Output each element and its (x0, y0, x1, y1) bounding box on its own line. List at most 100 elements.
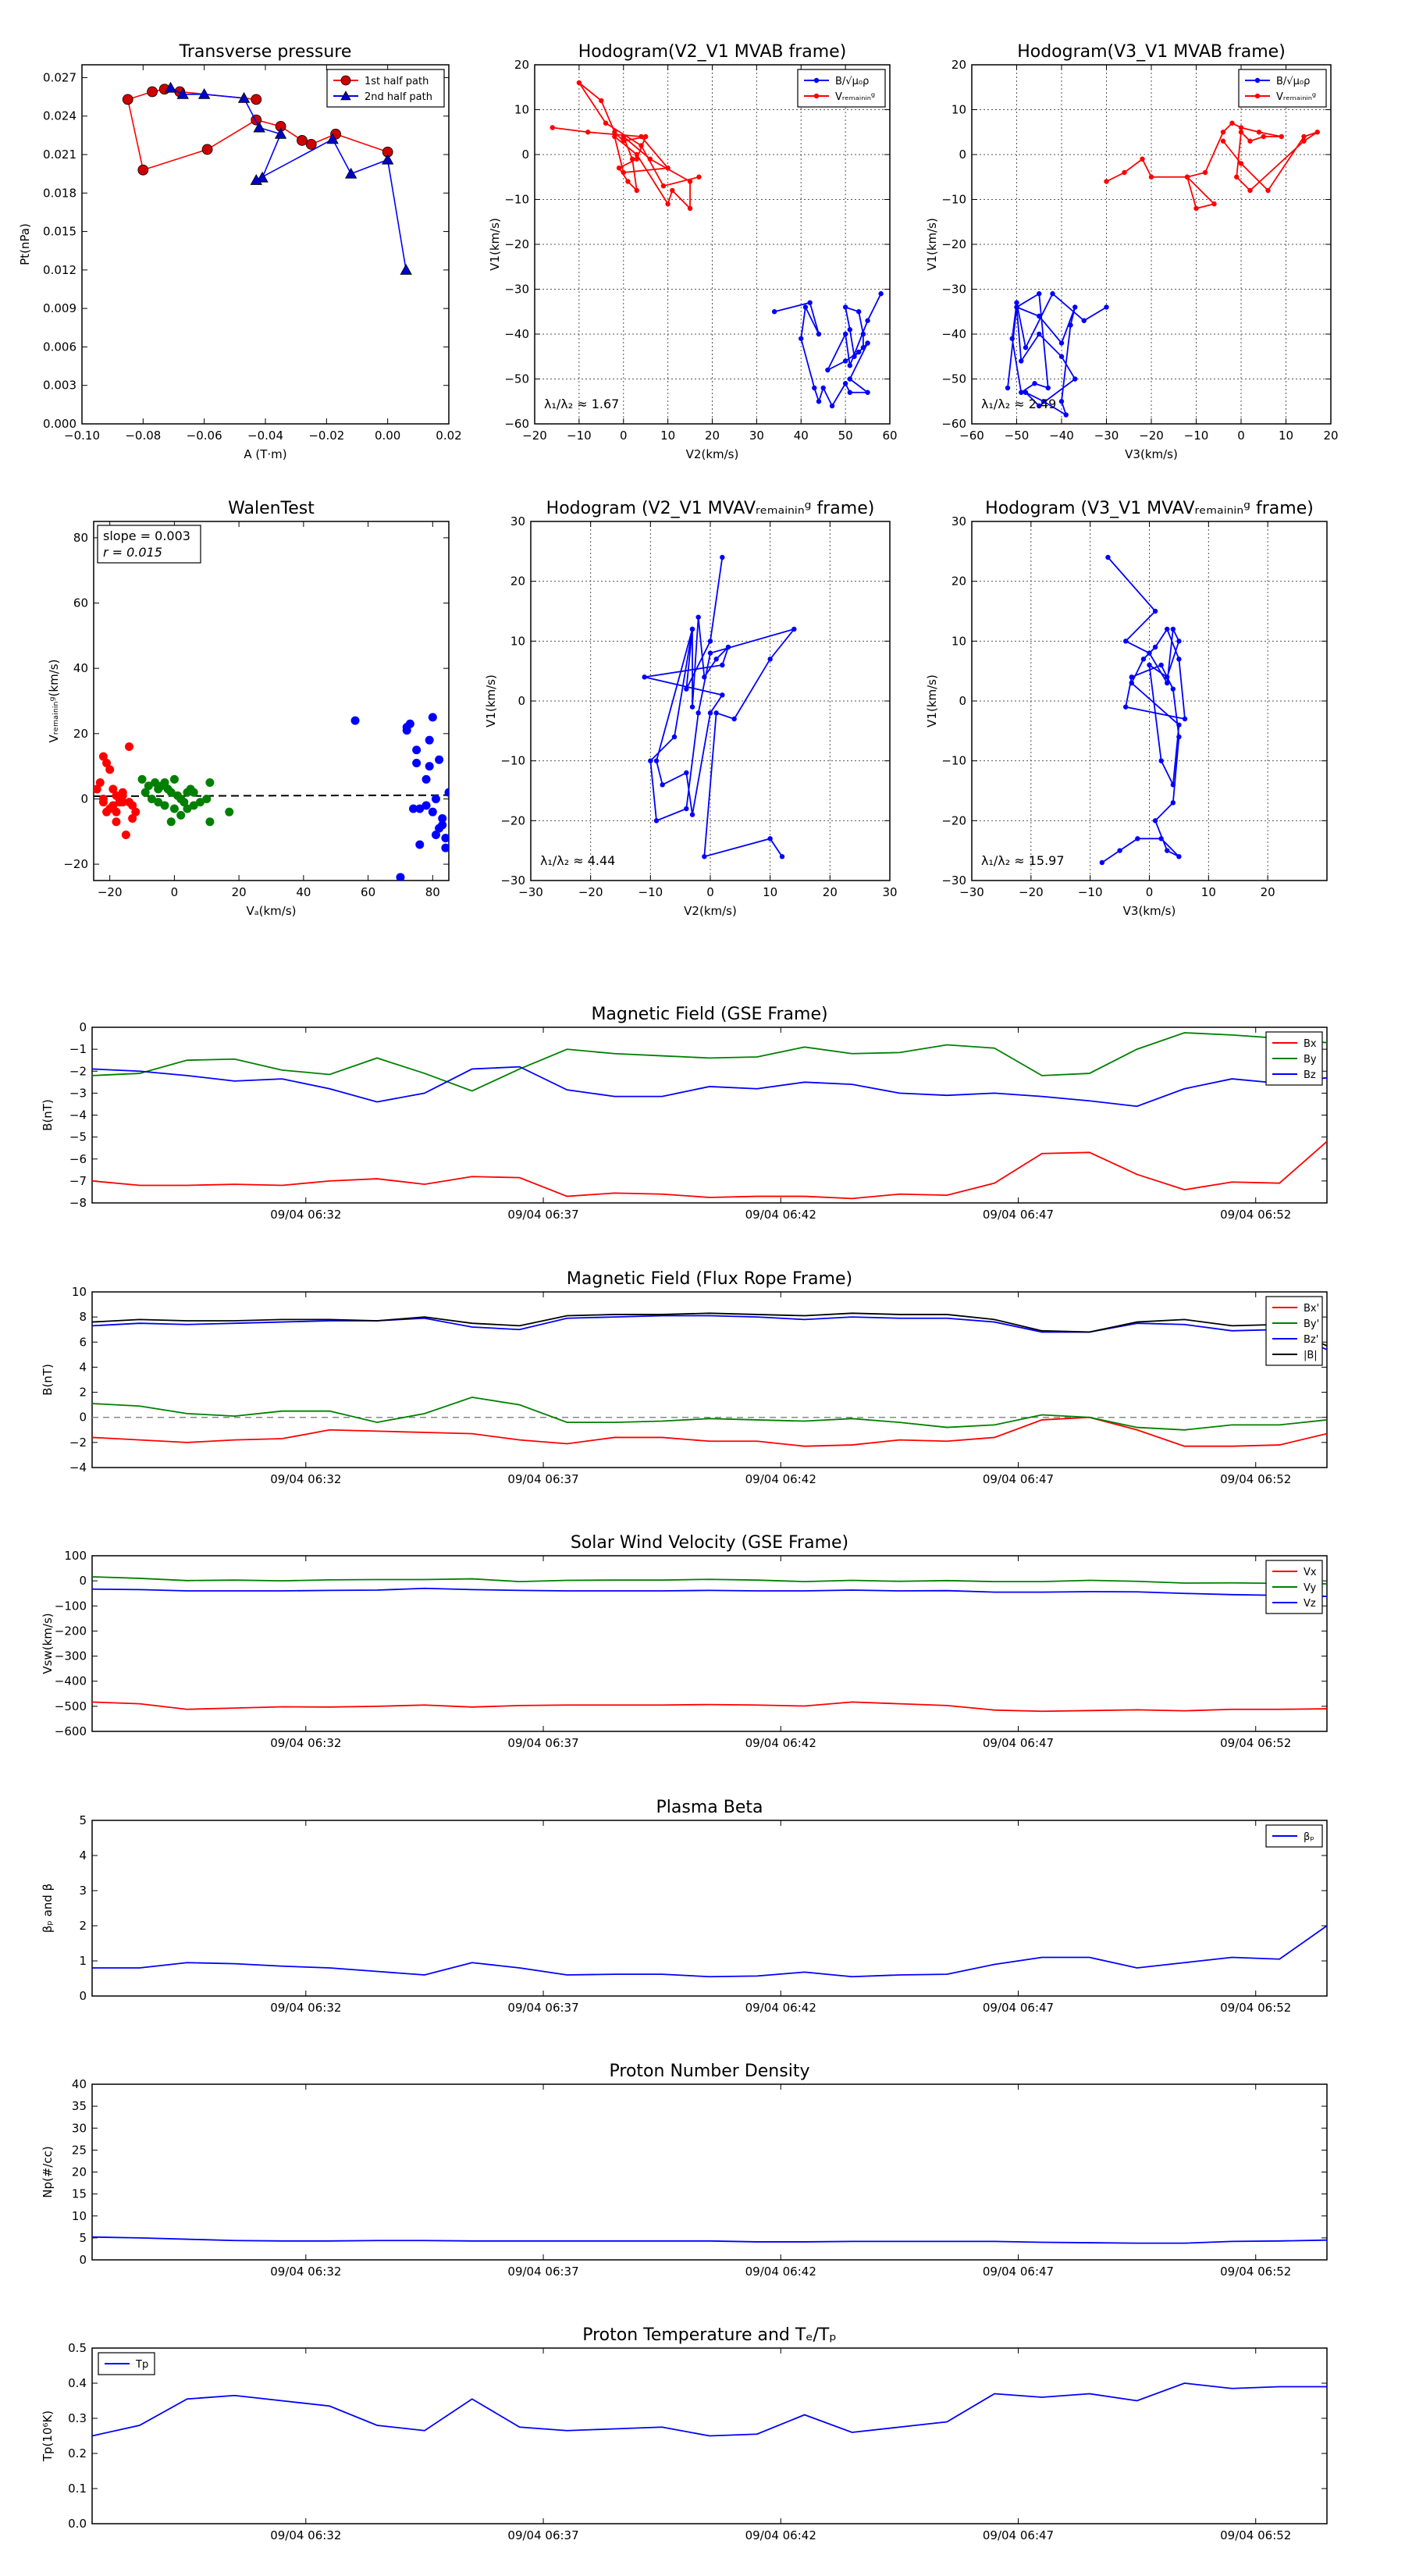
data-point (1081, 318, 1087, 323)
x-tick-label: −10 (1184, 429, 1209, 443)
data-point (1176, 656, 1182, 662)
data-point (842, 331, 848, 337)
y-tick-label: −10 (941, 193, 966, 207)
data-point (647, 156, 653, 162)
data-point (720, 692, 725, 698)
y-tick-label: 0.015 (43, 225, 76, 239)
data-point (696, 174, 702, 180)
data-point-red (118, 791, 127, 800)
data-point (852, 354, 857, 359)
data-point-green (154, 798, 163, 807)
data-point (1176, 722, 1182, 728)
data-point (720, 554, 725, 560)
data-point (599, 98, 604, 104)
data-point-green (140, 788, 150, 797)
chart-title: Hodogram(V3_V1 MVAB frame) (1017, 42, 1286, 62)
y-tick-label: 100 (64, 1549, 87, 1563)
data-point (684, 770, 689, 776)
data-point (197, 87, 211, 99)
data-point (865, 318, 870, 323)
x-tick-label: −10 (1078, 885, 1103, 899)
data-point-red (94, 785, 101, 794)
x-tick-label: 09/04 06:37 (507, 2001, 578, 2015)
data-point (634, 187, 640, 194)
data-point (1165, 680, 1170, 686)
series-line-Np (92, 2236, 1327, 2244)
data-point (1099, 859, 1105, 866)
x-axis-label: V3(km/s) (1123, 904, 1176, 918)
data-point-blue (428, 807, 437, 817)
data-point-green (166, 788, 176, 797)
y-tick-label: 10 (510, 634, 525, 648)
y-tick-label: 1 (79, 1954, 87, 1968)
data-point (1165, 848, 1170, 853)
y-tick-label: −60 (504, 417, 529, 431)
y-tick-label: 2 (79, 1919, 87, 1933)
data-point (1072, 376, 1078, 382)
x-axis-label: Vₐ(km/s) (246, 904, 296, 918)
data-point (1301, 133, 1307, 140)
data-point-red (118, 798, 127, 807)
x-tick-label: 09/04 06:32 (270, 1208, 341, 1222)
x-tick-label: 09/04 06:52 (1220, 1472, 1291, 1486)
data-point (665, 201, 670, 207)
data-point (616, 165, 622, 171)
data-point (621, 133, 626, 140)
x-tick-label: 09/04 06:37 (507, 2528, 578, 2542)
y-tick-label: −4 (69, 1108, 87, 1123)
data-point (687, 179, 693, 184)
y-tick-label: −50 (504, 372, 529, 386)
data-point (684, 686, 689, 692)
data-point (1037, 403, 1042, 409)
legend-marker (340, 75, 351, 86)
y-tick-label: 60 (73, 596, 88, 610)
legend-label: βₚ (1304, 1831, 1314, 1843)
y-tick-label: 20 (72, 2165, 87, 2179)
x-tick-label: 0.02 (436, 429, 461, 443)
y-tick-label: 8 (79, 1310, 87, 1324)
x-tick-label: −20 (98, 885, 123, 899)
x-tick-label: 09/04 06:32 (270, 1472, 341, 1486)
legend: Vx Vy Vz (1265, 1560, 1323, 1614)
data-point-blue (422, 801, 431, 810)
stats-box (97, 525, 201, 564)
data-point (137, 164, 149, 176)
data-point-red (105, 765, 115, 774)
data-point (621, 169, 626, 176)
data-point (381, 153, 394, 165)
data-point-blue (435, 824, 444, 833)
data-point (1238, 130, 1244, 135)
y-tick-label: 0.012 (43, 263, 76, 277)
y-axis-label: Pt(nPa) (18, 223, 32, 265)
y-tick-label: −2 (69, 1436, 87, 1450)
y-tick-label: 10 (72, 2209, 87, 2223)
data-point (1261, 133, 1266, 140)
data-point (1158, 836, 1164, 841)
x-tick-label: −30 (518, 885, 543, 899)
y-tick-label: −1 (69, 1042, 87, 1056)
data-point-green (151, 778, 160, 788)
data-point (660, 782, 665, 788)
legend-marker (340, 91, 351, 101)
plot-area (122, 81, 412, 275)
data-point (713, 710, 719, 716)
legend-label: B/√μ₀ρ (835, 76, 869, 87)
x-tick-label: −0.08 (125, 429, 161, 443)
data-point-green (160, 778, 169, 788)
x-tick-label: 60 (882, 429, 897, 443)
data-point (1220, 138, 1226, 144)
plot-area (92, 2382, 1327, 2437)
x-tick-label: −0.06 (187, 429, 222, 443)
legend-marker (813, 77, 820, 84)
series-line-By (92, 1032, 1327, 1092)
data-point-green (189, 788, 198, 797)
legend-label: Bx' (1304, 1303, 1319, 1315)
data-point (1014, 300, 1019, 305)
y-tick-label: 0 (79, 2253, 87, 2267)
x-tick-label: 20 (823, 885, 838, 899)
x-tick-label: 0.00 (375, 429, 400, 443)
y-axis-label: Tp(10⁶K) (41, 2411, 55, 2462)
y-tick-label: −30 (504, 283, 529, 297)
data-point (1045, 385, 1051, 391)
data-point (576, 80, 582, 86)
